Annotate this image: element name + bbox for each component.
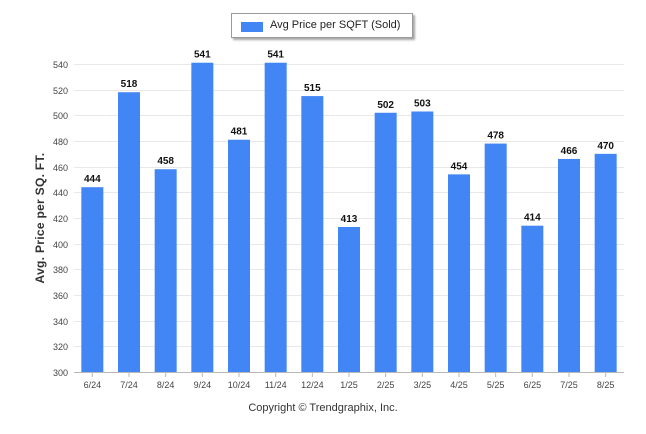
- y-tick-label: 500: [53, 111, 68, 121]
- bar: [154, 169, 177, 372]
- data-label: 515: [304, 83, 321, 94]
- bar: [118, 92, 140, 372]
- y-tick-label: 520: [53, 86, 68, 96]
- data-label: 444: [84, 174, 101, 185]
- y-axis-label: Avg. Price per SQ. FT.: [33, 152, 47, 284]
- y-tick-label: 300: [53, 368, 68, 378]
- legend-swatch: [241, 22, 263, 32]
- y-tick-label: 420: [53, 214, 68, 224]
- bar: [191, 62, 214, 372]
- y-tick-label: 440: [53, 188, 68, 198]
- bar: [484, 143, 507, 372]
- x-tick-label: 12/24: [301, 380, 324, 390]
- data-label: 478: [487, 131, 504, 142]
- x-tick-label: 2/25: [377, 380, 395, 390]
- x-tick-label: 10/24: [228, 380, 251, 390]
- x-tick-label: 4/25: [450, 380, 468, 390]
- data-label: 503: [414, 98, 431, 109]
- data-label: 481: [231, 127, 248, 138]
- x-tick-label: 9/24: [194, 380, 212, 390]
- bar: [374, 112, 397, 373]
- data-label: 458: [157, 156, 174, 167]
- data-label: 413: [341, 214, 358, 225]
- y-tick-label: 360: [53, 291, 68, 301]
- data-label: 502: [377, 100, 394, 111]
- legend-label: Avg Price per SQFT (Sold): [270, 19, 401, 31]
- x-tick-label: 7/25: [560, 380, 578, 390]
- copyright-text: Copyright © Trendgraphix, Inc.: [248, 402, 398, 414]
- chart-legend: Avg Price per SQFT (Sold): [231, 13, 413, 38]
- x-tick-label: 7/24: [120, 380, 138, 390]
- y-tick-label: 320: [53, 342, 68, 352]
- data-label: 541: [194, 50, 211, 61]
- data-label: 466: [561, 146, 578, 157]
- bar: [81, 187, 104, 372]
- y-tick-label: 380: [53, 265, 68, 275]
- data-label: 454: [451, 161, 468, 172]
- y-tick-label: 480: [53, 137, 68, 147]
- data-label: 414: [524, 213, 541, 224]
- data-label: 541: [267, 50, 284, 61]
- y-tick-label: 400: [53, 240, 68, 250]
- bar: [264, 62, 287, 372]
- x-tick-label: 6/24: [84, 380, 102, 390]
- y-tick-label: 540: [53, 60, 68, 70]
- data-label: 518: [121, 79, 138, 90]
- bar: [338, 226, 360, 372]
- x-tick-label: 8/25: [597, 380, 615, 390]
- bar: [228, 139, 250, 372]
- y-tick-label: 460: [53, 163, 68, 173]
- bar: [411, 111, 434, 372]
- x-tick-label: 5/25: [487, 380, 505, 390]
- bar: [301, 96, 324, 372]
- data-label: 470: [597, 141, 614, 152]
- x-tick-label: 1/25: [340, 380, 358, 390]
- bar: [594, 153, 617, 372]
- x-tick-label: 11/24: [265, 380, 287, 390]
- bar: [521, 225, 544, 372]
- x-tick-label: 3/25: [414, 380, 432, 390]
- bar: [558, 158, 580, 372]
- x-tick-label: 6/25: [524, 380, 542, 390]
- bar: [448, 174, 470, 372]
- y-tick-label: 340: [53, 317, 68, 327]
- x-tick-label: 8/24: [157, 380, 175, 390]
